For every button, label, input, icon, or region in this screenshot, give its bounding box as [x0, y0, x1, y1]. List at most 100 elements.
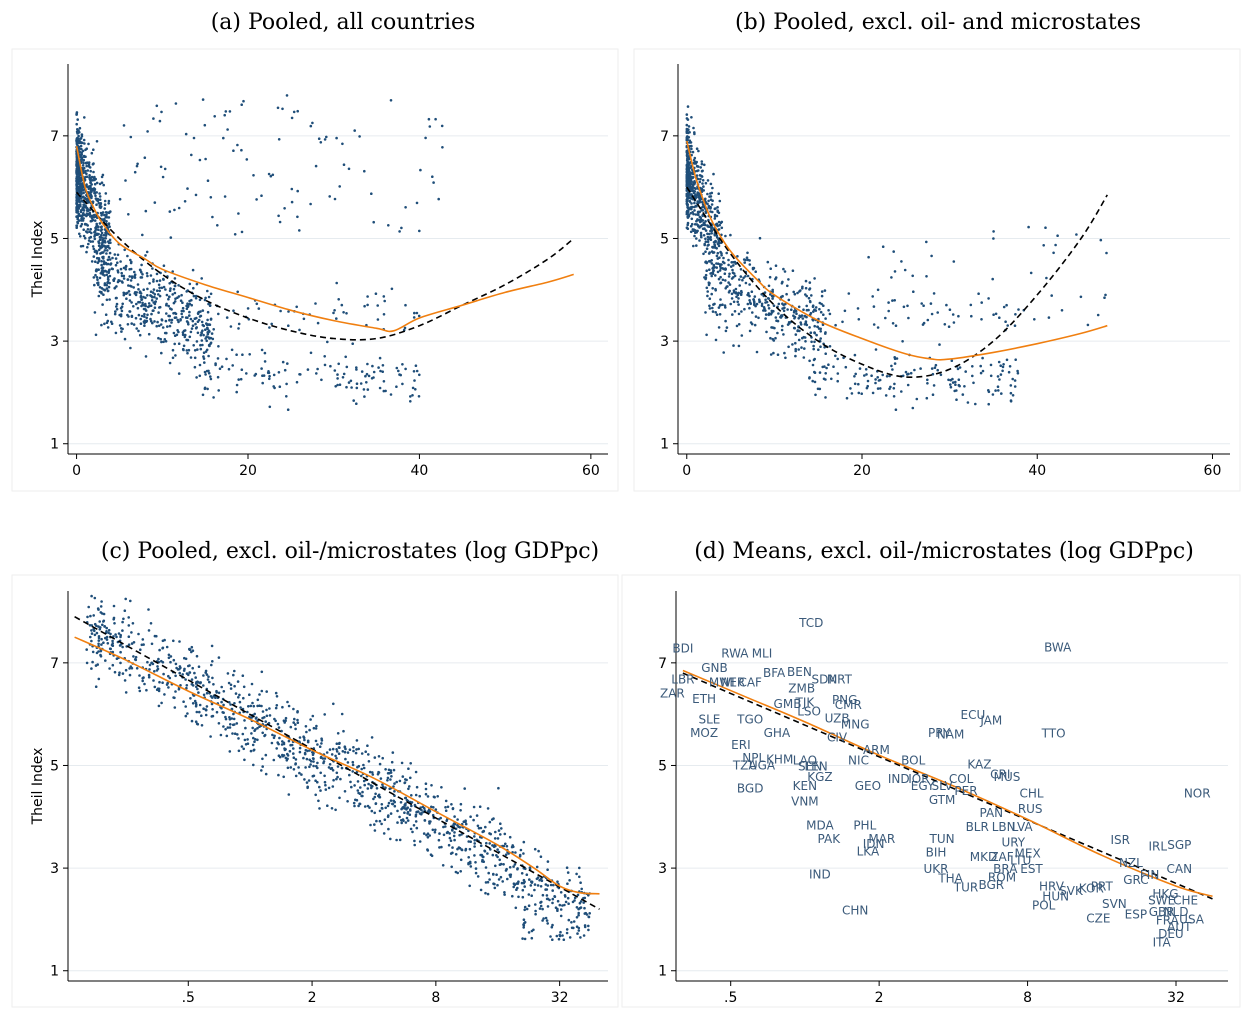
- scatter-point: [150, 299, 154, 302]
- scatter-point: [237, 322, 241, 326]
- scatter-point: [686, 221, 690, 225]
- scatter-point: [177, 295, 181, 298]
- scatter-point: [874, 378, 877, 381]
- scatter-point: [82, 166, 86, 170]
- scatter-point: [799, 289, 802, 292]
- scatter-point: [743, 307, 746, 311]
- scatter-point: [401, 382, 404, 386]
- scatter-point: [75, 226, 78, 229]
- scatter-point: [149, 290, 153, 294]
- scatter-point: [380, 803, 384, 806]
- scatter-point: [732, 344, 735, 347]
- y-tick-label: 5: [50, 231, 59, 247]
- scatter-point: [760, 304, 764, 308]
- country-label: MKD: [970, 850, 997, 864]
- scatter-point: [211, 708, 214, 711]
- scatter-point: [187, 664, 190, 668]
- scatter-point: [91, 650, 95, 654]
- scatter-point: [546, 922, 549, 925]
- scatter-point: [252, 749, 255, 752]
- scatter-point: [411, 830, 414, 834]
- scatter-point: [211, 714, 215, 718]
- scatter-point: [153, 201, 157, 204]
- scatter-point: [98, 238, 102, 241]
- scatter-point: [463, 787, 467, 790]
- scatter-point: [185, 338, 188, 342]
- scatter-point: [121, 327, 124, 331]
- scatter-point: [418, 373, 421, 377]
- scatter-point: [536, 884, 540, 887]
- scatter-point: [162, 672, 165, 676]
- scatter-point: [132, 641, 136, 644]
- scatter-point: [352, 801, 356, 805]
- scatter-point: [389, 812, 393, 815]
- scatter-point: [202, 351, 206, 355]
- scatter-point: [260, 689, 264, 693]
- scatter-point: [737, 312, 741, 316]
- scatter-point: [702, 189, 705, 192]
- scatter-point: [828, 312, 832, 316]
- scatter-point: [395, 838, 398, 842]
- scatter-point: [220, 700, 223, 704]
- scatter-point: [182, 700, 185, 703]
- scatter-point: [260, 769, 263, 772]
- scatter-point: [737, 297, 740, 300]
- country-label: MNG: [841, 717, 870, 731]
- scatter-point: [794, 354, 797, 358]
- scatter-point: [766, 260, 770, 264]
- scatter-point: [276, 722, 280, 726]
- scatter-point: [89, 189, 93, 192]
- scatter-point: [1099, 238, 1103, 242]
- country-label: LTU: [1010, 853, 1031, 867]
- scatter-point: [958, 366, 962, 369]
- scatter-point: [700, 175, 704, 178]
- scatter-point: [727, 281, 730, 284]
- scatter-point: [241, 732, 245, 736]
- scatter-point: [691, 172, 695, 176]
- scatter-point: [958, 384, 961, 388]
- scatter-point: [104, 313, 108, 317]
- scatter-point: [404, 303, 407, 307]
- scatter-point: [233, 723, 236, 726]
- scatter-point: [89, 614, 92, 618]
- country-label: USA: [1179, 912, 1205, 926]
- country-label: MOZ: [690, 726, 718, 740]
- scatter-point: [207, 371, 211, 375]
- scatter-point: [202, 333, 205, 337]
- scatter-point: [129, 279, 133, 282]
- scatter-point: [1005, 303, 1008, 307]
- scatter-point: [86, 615, 89, 619]
- scatter-point: [410, 794, 413, 797]
- scatter-point: [754, 270, 757, 274]
- scatter-point: [695, 244, 698, 247]
- scatter-point: [770, 326, 773, 329]
- scatter-point: [229, 687, 233, 690]
- scatter-point: [163, 338, 167, 341]
- scatter-point: [78, 179, 81, 182]
- scatter-point: [484, 825, 487, 829]
- scatter-point: [414, 793, 418, 797]
- scatter-point: [202, 684, 205, 687]
- scatter-point: [222, 703, 225, 707]
- scatter-point: [954, 383, 957, 387]
- scatter-point: [137, 329, 140, 333]
- scatter-point: [774, 336, 777, 340]
- scatter-point: [735, 324, 739, 328]
- scatter-point: [237, 737, 240, 740]
- country-label: COL: [949, 772, 974, 786]
- scatter-point: [91, 189, 95, 192]
- scatter-point: [100, 323, 103, 327]
- scatter-point: [246, 742, 250, 745]
- scatter-point: [210, 332, 214, 335]
- scatter-point: [279, 309, 282, 313]
- scatter-point: [824, 352, 827, 356]
- scatter-point: [830, 377, 833, 381]
- scatter-point: [314, 302, 317, 305]
- scatter-point: [824, 372, 827, 375]
- scatter-point: [714, 338, 718, 342]
- scatter-point: [878, 378, 882, 382]
- y-tick-label: 7: [50, 656, 59, 672]
- scatter-point: [195, 316, 198, 320]
- scatter-point: [737, 303, 740, 306]
- scatter-point: [223, 113, 226, 117]
